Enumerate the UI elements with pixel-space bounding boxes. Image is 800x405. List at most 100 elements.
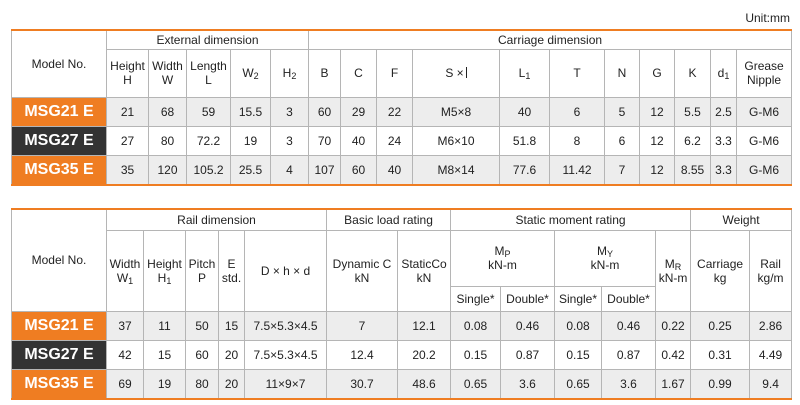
value-cell: 12 [639,154,676,185]
value-cell: 0.22 [655,310,692,341]
value-cell: 0.15 [450,339,502,370]
col-length: Length L [186,48,231,98]
model-cell: MSG21 E [11,96,107,127]
value-cell: 4.49 [749,339,793,370]
unit-label: Unit:mm [745,11,790,25]
group-weight: Weight [690,208,793,231]
value-cell: 40 [340,125,378,156]
rail-load-table: Model No. Rail dimension Basic load rati… [11,208,793,400]
value-cell: 2.5 [710,96,738,127]
col-my-double: Double* [601,285,657,312]
value-cell: 11×9×7 [243,368,328,399]
col-my-single: Single* [554,285,603,312]
group-static-moment: Static moment rating [450,208,692,231]
value-cell: 15 [143,339,186,370]
value-cell: 0.65 [450,368,502,399]
value-cell: 0.87 [601,339,657,370]
value-cell: 0.08 [450,310,502,341]
col-n: N [604,48,641,98]
value-cell: 0.08 [554,310,603,341]
value-cell: 68 [148,96,187,127]
value-cell: G-M6 [736,125,793,156]
col-my: MY kN-m [554,229,657,287]
value-cell: 50 [185,310,219,341]
value-cell: 25.5 [230,154,271,185]
value-cell: 40 [499,96,551,127]
col-grease-nipple: Grease Nipple [736,48,793,98]
col-d1: d1 [710,48,738,98]
value-cell: 120 [148,154,187,185]
value-cell: 15.5 [230,96,271,127]
value-cell: 4 [269,154,310,185]
value-cell: 12.1 [397,310,452,341]
value-cell: 3 [269,96,310,127]
table-row: MSG35 E 69 19 80 20 11×9×7 30.7 48.6 0.65 3.6 0.65… [11,368,793,399]
value-cell: 7 [604,154,641,185]
value-cell: 69 [106,368,144,399]
table-row: MSG27 E 42 15 60 20 7.5×5.3×4.5 12.4 20.2 0.15 0.… [11,339,793,370]
col-k: K [674,48,712,98]
value-cell: 6 [604,125,641,156]
value-cell: G-M6 [736,96,793,127]
value-cell: 80 [185,368,219,399]
value-cell: 3.3 [710,154,738,185]
col-mr: MR kN-m [655,229,692,312]
col-dhd: D × h × d [243,229,328,312]
col-width: Width W [148,48,187,98]
model-header-2: Model No. [11,208,107,312]
value-cell: 1.67 [655,368,692,399]
value-cell: 20 [218,368,245,399]
value-cell: 27 [106,125,149,156]
col-b: B [308,48,342,98]
value-cell: M6×10 [412,125,501,156]
table-row: MSG21 E 21 68 59 15.5 3 60 29 22 M5×8 40 6 5 12 5.5 2.5… [11,96,793,127]
col-mp-single: Single* [450,285,502,312]
value-cell: 0.46 [601,310,657,341]
value-cell: 12 [639,125,676,156]
value-cell: 8 [549,125,606,156]
col-mp-double: Double* [500,285,556,312]
table-row: MSG35 E 35 120 105.2 25.5 4 107 60 40 M8×14 77.6 11… [11,154,793,185]
value-cell: M8×14 [412,154,501,185]
model-header: Model No. [11,29,107,98]
value-cell: 42 [106,339,144,370]
col-static-co: StaticCo kN [397,229,452,312]
col-c: C [340,48,378,98]
value-cell: 29 [340,96,378,127]
value-cell: 22 [376,96,414,127]
value-cell: 20 [218,339,245,370]
col-s: S × [412,48,501,98]
group-carriage-dimension: Carriage dimension [308,29,793,50]
value-cell: 19 [143,368,186,399]
group-rail-dimension: Rail dimension [105,208,328,231]
value-cell: 51.8 [499,125,551,156]
model-cell: MSG21 E [11,310,107,341]
model-cell: MSG27 E [11,125,107,156]
bar-icon [465,67,467,78]
value-cell: 21 [106,96,149,127]
value-cell: 77.6 [499,154,551,185]
value-cell: 37 [106,310,144,341]
value-cell: 107 [308,154,342,185]
value-cell: 12 [639,96,676,127]
value-cell: M5×8 [412,96,501,127]
value-cell: 7.5×5.3×4.5 [243,339,328,370]
col-pitch: Pitch P [185,229,219,312]
value-cell: 9.4 [749,368,793,399]
col-l1: L1 [499,48,551,98]
value-cell: 8.55 [674,154,712,185]
col-w2: W2 [230,48,271,98]
value-cell: 12.4 [326,339,399,370]
value-cell: 19 [230,125,271,156]
value-cell: 0.46 [500,310,556,341]
value-cell: 48.6 [397,368,452,399]
value-cell: 5.5 [674,96,712,127]
col-mp: MP kN-m [450,229,556,287]
value-cell: 3 [269,125,310,156]
value-cell: 0.65 [554,368,603,399]
value-cell: 20.2 [397,339,452,370]
table-row: MSG21 E 37 11 50 15 7.5×5.3×4.5 7 12.1 0.08 0.46 0… [11,310,793,341]
value-cell: 3.6 [500,368,556,399]
